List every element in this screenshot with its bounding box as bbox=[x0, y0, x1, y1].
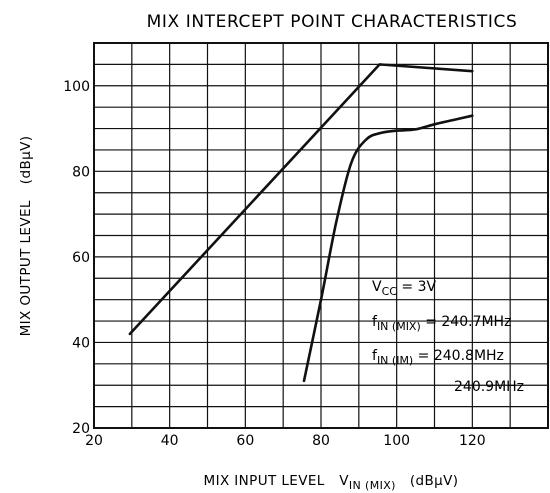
x-tick-label: 120 bbox=[459, 433, 486, 449]
x-tick-label: 100 bbox=[383, 433, 410, 449]
tick-labels: 20 40 60 80 100 120 20 40 60 80 100 bbox=[63, 79, 485, 449]
series-line-1 bbox=[128, 63, 474, 336]
plot-frame bbox=[93, 42, 549, 429]
y-tick-label: 20 bbox=[72, 421, 90, 437]
y-tick-label: 100 bbox=[63, 79, 90, 95]
y-axis-label: MIX OUTPUT LEVEL(dBμV) bbox=[18, 136, 34, 337]
y-tick-label: 80 bbox=[72, 164, 90, 180]
x-tick-label: 40 bbox=[161, 433, 179, 449]
grid bbox=[94, 43, 548, 428]
chart-title: MIX INTERCEPT POINT CHARACTERISTICS bbox=[147, 12, 518, 32]
annotation-fin-im-2: 240.9MHz bbox=[454, 379, 524, 395]
annotation-box: VCC = 3V fIN (MIX) = 240.7MHz fIN (IM) =… bbox=[372, 279, 524, 395]
y-tick-label: 60 bbox=[72, 250, 90, 266]
x-tick-label: 60 bbox=[236, 433, 254, 449]
x-axis-label: MIX INPUT LEVEL VIN (MIX) (dBμV) bbox=[204, 473, 459, 492]
series-group bbox=[128, 63, 474, 383]
y-tick-label: 40 bbox=[72, 335, 90, 351]
x-tick-label: 80 bbox=[312, 433, 330, 449]
annotation-vcc: VCC = 3V bbox=[372, 279, 436, 298]
annotation-fin-mix: fIN (MIX) = 240.7MHz bbox=[372, 314, 511, 333]
x-tick-label: 20 bbox=[85, 433, 103, 449]
annotation-fin-im: fIN (IM) = 240.8MHz bbox=[372, 348, 504, 367]
series-line-2 bbox=[302, 114, 474, 383]
